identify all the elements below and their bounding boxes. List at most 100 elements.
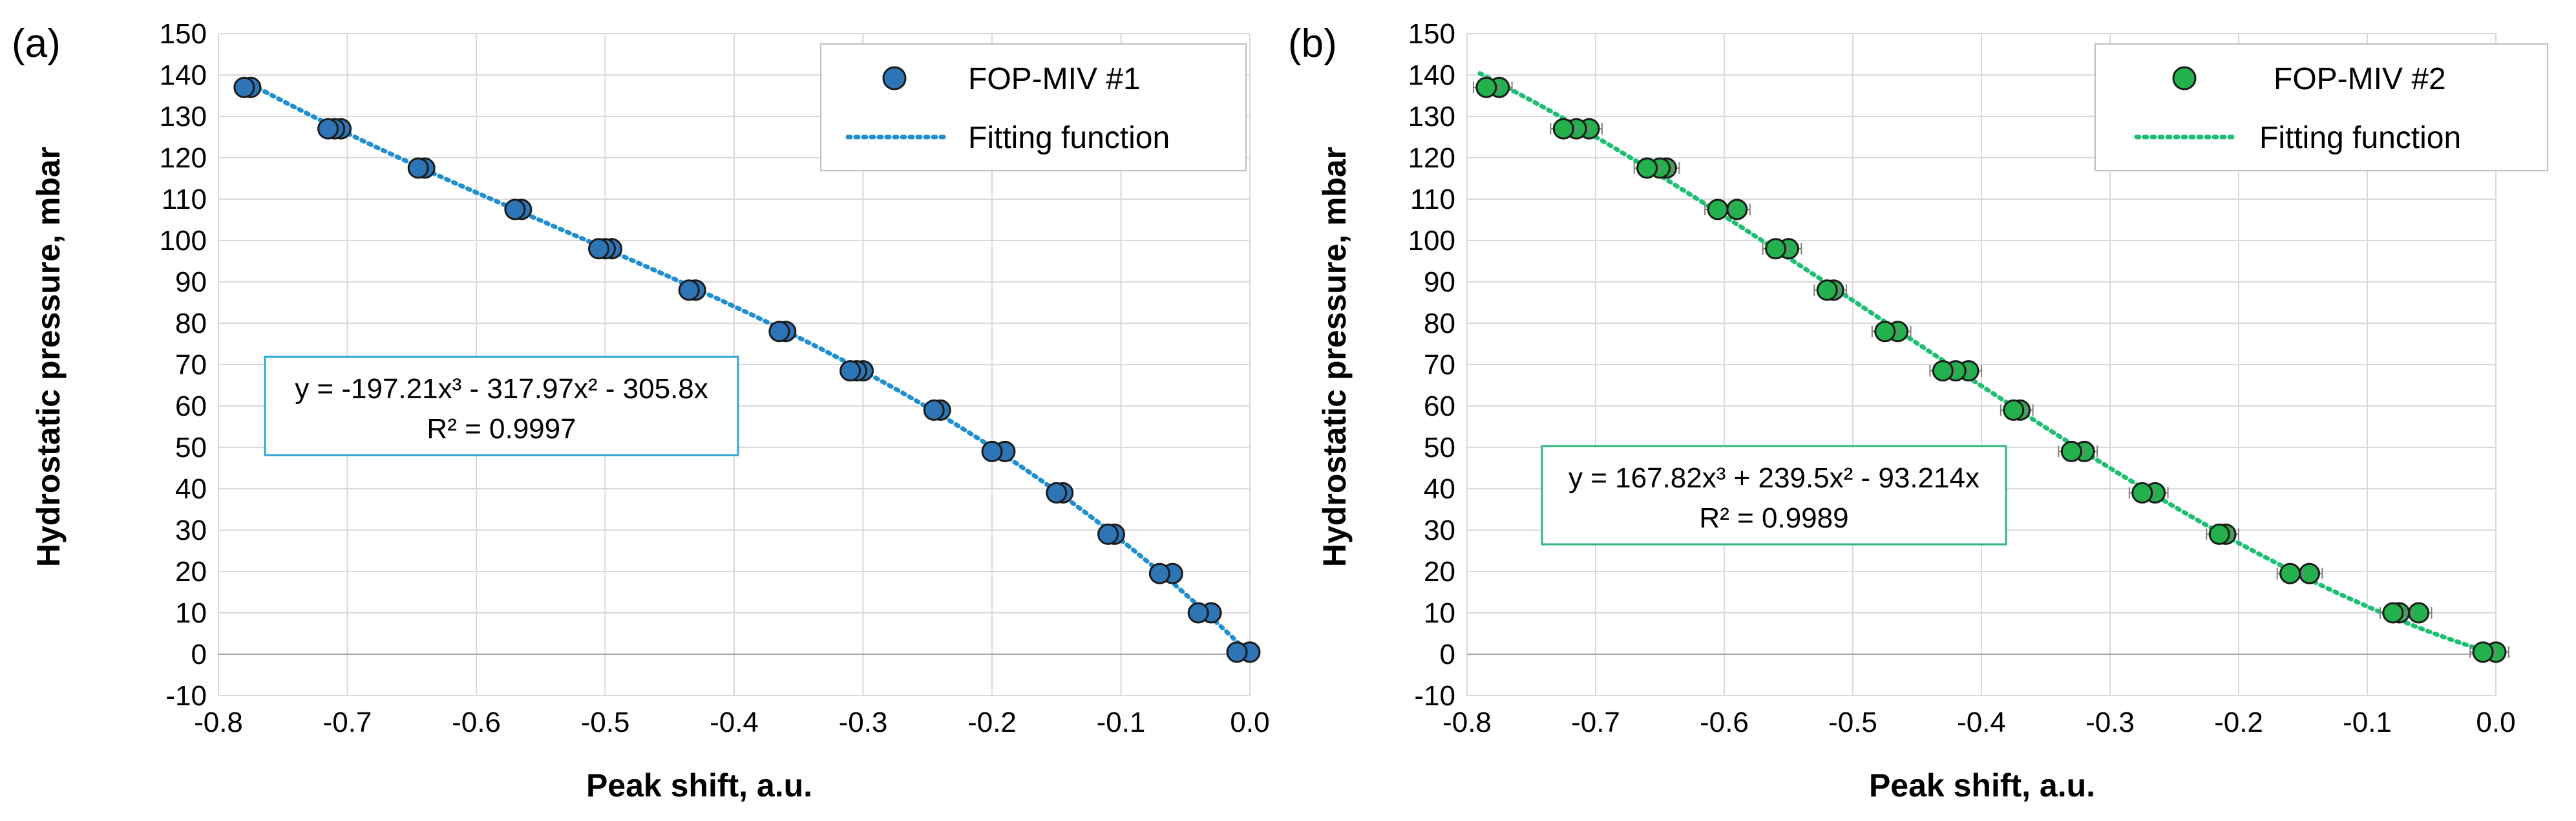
y-tick-label: 20: [175, 556, 207, 588]
y-tick-label: 130: [160, 101, 207, 133]
x-tick-label: -0.8: [194, 707, 243, 738]
y-tick-label: 80: [175, 308, 207, 339]
data-point: [407, 157, 429, 179]
x-tick-label: -0.3: [2085, 707, 2135, 738]
data-point: [1707, 198, 1729, 220]
legend-marker-a: [882, 66, 907, 91]
data-point: [1552, 118, 1574, 140]
y-tick-label: 140: [160, 59, 207, 91]
data-point: [2003, 399, 2025, 421]
data-point: [1097, 523, 1119, 545]
equation-box-a: y = -197.21x³ - 317.97x² - 305.8x R² = 0…: [264, 356, 739, 456]
y-tick-label: -10: [1414, 680, 1455, 712]
data-point: [1932, 360, 1954, 382]
data-points-b: [1472, 76, 2509, 663]
y-tick-label: 30: [175, 515, 207, 546]
data-point: [1226, 641, 1248, 663]
data-point: [2279, 562, 2301, 584]
y-tick-label: 0: [1440, 639, 1455, 670]
data-point: [2131, 482, 2153, 504]
x-tick-label: -0.4: [710, 707, 759, 738]
y-tick-label: 100: [1408, 225, 1455, 257]
x-tick-labels-a: -0.8 -0.7 -0.6 -0.5 -0.4 -0.3 -0.2 -0.1 0.0: [194, 707, 1270, 738]
x-tick-label: 0.0: [1230, 707, 1269, 738]
data-point: [923, 399, 945, 421]
legend-a: FOP-MIV #1 Fitting function: [820, 43, 1247, 171]
y-tick-label: 140: [1408, 59, 1455, 91]
data-point: [1765, 238, 1787, 260]
data-point: [1187, 602, 1209, 624]
data-point: [981, 440, 1003, 462]
x-tick-label: -0.5: [581, 707, 630, 738]
data-point: [317, 118, 339, 140]
x-axis-title-a: Peak shift, a.u.: [586, 767, 812, 804]
y-tick-label: 80: [1424, 308, 1455, 339]
y-tick-label: 70: [1424, 349, 1455, 381]
y-tick-label: 10: [1424, 597, 1455, 629]
data-point: [504, 198, 526, 220]
r-squared-a: R² = 0.9997: [427, 413, 576, 445]
y-tick-label: 10: [175, 597, 207, 629]
y-tick-label: 60: [1424, 390, 1455, 422]
y-tick-label: 120: [1408, 142, 1455, 174]
r-squared-b: R² = 0.9989: [1699, 502, 1848, 534]
y-tick-label: 60: [175, 390, 207, 422]
y-tick-label: 30: [1424, 515, 1455, 546]
x-tick-label: -0.7: [323, 707, 372, 738]
legend-series-label-b: FOP-MIV #2: [2274, 62, 2446, 96]
x-tick-label: -0.5: [1828, 707, 1877, 738]
x-tick-label: -0.3: [839, 707, 888, 738]
chart-panel-a: (a) -0.8 -0.7 -0.6 -0.5 -0.4 -0.3 -0.2 -0.1 0.0 …: [12, 18, 1270, 804]
y-tick-label: 90: [175, 266, 207, 298]
y-tick-label: 90: [1424, 266, 1455, 298]
y-tick-label: 110: [1410, 184, 1455, 215]
data-point: [1148, 562, 1170, 584]
chart-panel-b: (b) -0.8 -0.7 -0.6 -0.5 -0.4 -0.3 -0.2 -0.1 0.0 …: [1288, 18, 2548, 804]
legend-fit-label-b: Fitting function: [2259, 121, 2461, 155]
legend-box-b: [2095, 43, 2548, 171]
x-tick-label: 0.0: [2476, 707, 2515, 738]
y-axis-title-a: Hydrostatic pressure, mbar: [30, 147, 67, 567]
data-point: [2382, 602, 2404, 624]
legend-box-a: [820, 43, 1247, 171]
x-tick-label: -0.2: [967, 707, 1017, 738]
y-tick-label: 50: [175, 432, 207, 464]
fit-equation-a: y = -197.21x³ - 317.97x² - 305.8x: [295, 373, 708, 405]
y-tick-label: 50: [1424, 432, 1455, 464]
panel-label-a: (a): [12, 21, 61, 66]
legend-series-label-a: FOP-MIV #1: [968, 62, 1141, 96]
x-tick-label: -0.1: [2343, 707, 2392, 738]
x-axis-title-b: Peak shift, a.u.: [1869, 767, 2095, 804]
x-tick-label: -0.6: [1700, 707, 1749, 738]
data-point: [1046, 482, 1068, 504]
y-tick-label: -10: [165, 680, 207, 712]
equation-border-a: [264, 356, 739, 456]
y-tick-label: 120: [160, 142, 207, 174]
y-tick-label: 40: [1424, 473, 1455, 505]
data-point: [1475, 76, 1497, 98]
y-axis-title-b: Hydrostatic pressure, mbar: [1316, 147, 1353, 567]
data-point: [2060, 440, 2082, 462]
x-tick-label: -0.4: [1957, 707, 2006, 738]
data-point: [839, 360, 861, 382]
equation-box-b: y = 167.82x³ + 239.5x² - 93.214x R² = 0.…: [1541, 445, 2007, 546]
y-tick-label: 70: [175, 349, 207, 381]
x-tick-label: -0.1: [1097, 707, 1146, 738]
x-tick-label: -0.2: [2214, 707, 2263, 738]
y-tick-label: 100: [160, 225, 207, 257]
legend-b: FOP-MIV #2 Fitting function: [2095, 43, 2548, 171]
y-tick-label: 150: [160, 18, 207, 50]
data-point: [588, 238, 610, 260]
data-points-a: [233, 76, 1261, 663]
y-tick-label: 150: [1408, 18, 1455, 50]
x-tick-labels-b: -0.8 -0.7 -0.6 -0.5 -0.4 -0.3 -0.2 -0.1 0.0: [1442, 707, 2516, 738]
x-tick-label: -0.7: [1571, 707, 1620, 738]
data-point: [2208, 523, 2230, 545]
data-point: [678, 279, 700, 301]
x-tick-label: -0.6: [452, 707, 501, 738]
y-tick-labels-b: -10 0 10 20 30 40 50 60 70 80 90 100 110 120 130 140 150: [1408, 18, 1455, 712]
y-tick-label: 40: [175, 473, 207, 505]
data-point: [1816, 279, 1838, 301]
legend-marker-b: [2172, 66, 2197, 91]
y-tick-label: 0: [191, 639, 207, 670]
